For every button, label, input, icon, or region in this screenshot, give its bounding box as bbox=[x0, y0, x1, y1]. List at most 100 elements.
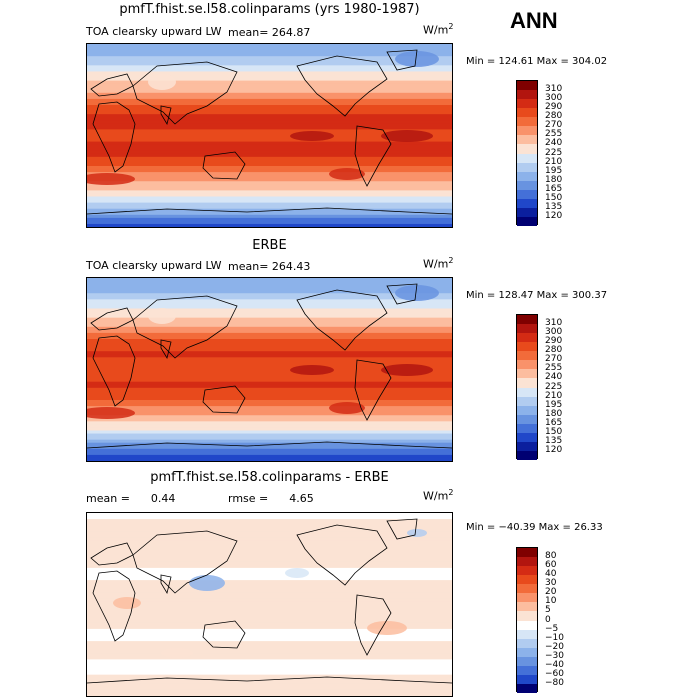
zonal-band bbox=[87, 567, 452, 572]
colorbar-segment bbox=[517, 189, 537, 199]
panel1-variable-label: TOA clearsky upward LW bbox=[86, 25, 222, 38]
zonal-band bbox=[87, 647, 452, 651]
panel2-colorbar bbox=[516, 314, 538, 460]
zonal-band bbox=[87, 305, 452, 310]
zonal-band bbox=[87, 522, 452, 526]
zonal-band bbox=[87, 80, 452, 85]
colorbar-segment bbox=[517, 207, 537, 217]
colorbar-tick-label: 240 bbox=[545, 372, 563, 383]
colorbar-segment bbox=[517, 638, 537, 648]
zonal-band bbox=[87, 692, 452, 696]
zonal-band bbox=[87, 281, 452, 285]
zonal-band bbox=[87, 369, 452, 374]
anomaly-region bbox=[381, 364, 433, 376]
panel2-variable-label: TOA clearsky upward LW bbox=[86, 259, 222, 272]
zonal-band bbox=[87, 311, 452, 316]
anomaly-region bbox=[290, 365, 334, 375]
zonal-band bbox=[87, 427, 452, 432]
zonal-band bbox=[87, 390, 452, 395]
colorbar-tick-label: 310 bbox=[545, 318, 563, 329]
zonal-band bbox=[87, 217, 452, 222]
anomaly-region bbox=[87, 173, 135, 185]
zonal-band bbox=[87, 574, 452, 578]
zonal-band bbox=[87, 457, 452, 461]
coastline bbox=[296, 524, 388, 586]
zonal-band bbox=[87, 531, 452, 535]
panel1-units: W/m2 bbox=[423, 22, 454, 37]
colorbar-tick-label: 270 bbox=[545, 354, 563, 365]
colorbar-segment bbox=[517, 117, 537, 127]
zonal-band bbox=[87, 546, 452, 551]
zonal-band bbox=[87, 202, 452, 207]
zonal-band bbox=[87, 339, 452, 343]
zonal-band bbox=[87, 196, 452, 201]
zonal-band bbox=[87, 671, 452, 676]
coastline bbox=[132, 61, 238, 125]
zonal-band bbox=[87, 123, 452, 127]
zonal-band bbox=[87, 564, 452, 569]
coastline bbox=[132, 295, 238, 359]
colorbar-segment bbox=[517, 360, 537, 370]
panel3-rmse-value: 4.65 bbox=[289, 492, 314, 505]
panel3-units: W/m2 bbox=[423, 488, 454, 503]
zonal-band bbox=[87, 108, 452, 112]
coastline bbox=[386, 283, 418, 305]
coastline bbox=[87, 207, 452, 215]
colorbar-tick-label: 165 bbox=[545, 417, 563, 428]
colorbar-tick-label: 225 bbox=[545, 381, 563, 392]
colorbar-segment bbox=[517, 432, 537, 442]
coastline bbox=[354, 125, 392, 187]
zonal-band bbox=[87, 610, 452, 615]
zonal-band bbox=[87, 193, 452, 198]
colorbar-segment bbox=[517, 324, 537, 334]
colorbar-segment bbox=[517, 90, 537, 100]
coastline bbox=[354, 594, 392, 656]
zonal-band bbox=[87, 129, 452, 134]
zonal-band bbox=[87, 166, 452, 170]
zonal-band bbox=[87, 114, 452, 118]
zonal-band bbox=[87, 631, 452, 636]
zonal-band bbox=[87, 101, 452, 106]
colorbar-tick-label: 120 bbox=[545, 444, 563, 455]
colorbar-tick-label: −40 bbox=[545, 659, 564, 670]
zonal-band bbox=[87, 117, 452, 121]
colorbar-tick-label: 195 bbox=[545, 165, 563, 176]
zonal-band bbox=[87, 421, 452, 425]
panel1-mean-label: mean= bbox=[228, 26, 269, 39]
panel3-map-svg bbox=[87, 513, 452, 696]
zonal-band bbox=[87, 525, 452, 529]
zonal-band bbox=[87, 220, 452, 225]
zonal-band bbox=[87, 375, 452, 380]
colorbar-tick-label: 40 bbox=[545, 569, 557, 580]
colorbar-segment bbox=[517, 315, 537, 325]
coastline bbox=[160, 339, 172, 360]
zonal-band bbox=[87, 95, 452, 100]
zonal-band bbox=[87, 387, 452, 392]
anomaly-region bbox=[113, 597, 141, 609]
coastline bbox=[202, 151, 246, 180]
colorbar-tick-label: 180 bbox=[545, 408, 563, 419]
zonal-band bbox=[87, 598, 452, 603]
zonal-band bbox=[87, 513, 452, 517]
zonal-band bbox=[87, 689, 452, 694]
zonal-band bbox=[87, 308, 452, 313]
colorbar-segment bbox=[517, 620, 537, 630]
anomaly-region bbox=[148, 308, 176, 324]
anomaly-region bbox=[189, 575, 225, 591]
zonal-band bbox=[87, 454, 452, 459]
panel2-title: ERBE bbox=[252, 238, 287, 253]
zonal-band bbox=[87, 348, 452, 352]
colorbar-tick-label: −60 bbox=[545, 668, 564, 679]
zonal-band bbox=[87, 360, 452, 364]
colorbar-segment bbox=[517, 198, 537, 208]
zonal-band bbox=[87, 451, 452, 456]
colorbar-segment bbox=[517, 566, 537, 576]
panel2-mean: mean= 264.43 bbox=[228, 260, 310, 273]
zonal-band bbox=[87, 302, 452, 307]
zonal-band bbox=[87, 71, 452, 76]
zonal-band bbox=[87, 595, 452, 599]
anomaly-region bbox=[381, 130, 433, 142]
colorbar-segment bbox=[517, 126, 537, 136]
zonal-band bbox=[87, 396, 452, 401]
colorbar-tick-label: 120 bbox=[545, 210, 563, 221]
